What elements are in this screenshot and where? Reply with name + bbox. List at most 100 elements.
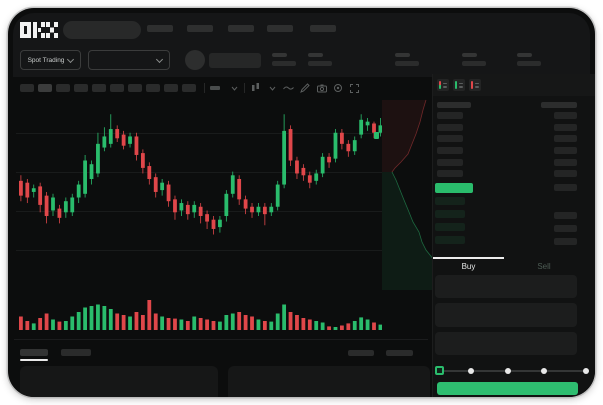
chevron-down-icon[interactable] [266,82,278,94]
percent-stop-dot[interactable] [468,368,474,374]
candle [352,140,357,152]
line-type-icon[interactable] [282,82,294,94]
ask-price-placeholder[interactable] [437,124,463,131]
ask-price-placeholder[interactable] [437,170,463,177]
percent-slider-track[interactable] [439,370,589,372]
volume-bar [333,327,338,330]
volume-bar [224,315,229,330]
chart-gridline [16,133,382,134]
search-input[interactable] [63,21,141,39]
ask-price-placeholder[interactable] [437,159,463,166]
submit-buy-button[interactable] [437,382,578,395]
volume-bar [38,318,43,330]
candle [288,129,293,161]
volume-bar [70,316,75,330]
candle-style-icon[interactable] [249,82,261,94]
ask-price-placeholder[interactable] [437,135,463,142]
percent-stop-dot[interactable] [541,368,547,374]
timeframe-button[interactable] [128,84,142,92]
candle [44,195,49,216]
bid-price-placeholder[interactable] [435,210,465,218]
candle [173,199,177,213]
volume-bar [372,322,376,330]
candle [63,201,68,213]
nav-item-placeholder[interactable] [310,25,336,32]
volume-bar [243,315,248,330]
candle [333,132,338,159]
nav-item-placeholder[interactable] [267,25,293,32]
candle [275,184,280,207]
candle [224,193,229,216]
volume-bar [140,315,145,330]
tab-buy[interactable]: Buy [433,260,504,272]
market-type-dropdown[interactable]: Spot Trading [20,50,81,70]
timeframe-button[interactable] [146,84,160,92]
timeframe-button[interactable] [38,84,52,92]
timeframe-button[interactable] [110,84,124,92]
candle [205,214,209,222]
indicator-label-icon[interactable] [209,82,221,94]
candle [185,204,190,215]
ask-price-placeholder[interactable] [437,112,463,119]
tab-sell[interactable]: Sell [504,260,584,272]
nav-item-placeholder[interactable] [147,25,173,32]
amount-input[interactable] [435,303,577,327]
candle [269,206,274,213]
timeframe-button[interactable] [74,84,88,92]
active-tab-indicator [20,359,48,361]
volume-bar [327,326,331,330]
settings-gear-icon[interactable] [332,82,344,94]
book-both-icon[interactable] [437,79,449,91]
nav-item-placeholder[interactable] [228,25,254,32]
volume-bar [76,312,81,330]
nav-item-placeholder[interactable] [187,25,213,32]
total-input[interactable] [435,332,577,355]
candle [31,188,36,192]
last-price-highlight[interactable] [435,183,473,193]
percent-slider-handle[interactable] [435,366,444,375]
camera-icon[interactable] [316,82,328,94]
percent-stop-dot[interactable] [583,368,589,374]
timeframe-button[interactable] [182,84,196,92]
bid-price-placeholder[interactable] [435,197,465,205]
fullscreen-icon[interactable] [348,82,360,94]
book-asks-icon[interactable] [469,79,481,91]
candle [108,129,113,144]
candle [115,129,120,139]
price-input[interactable] [435,275,577,298]
candle [320,156,325,174]
stat-label-placeholder [272,53,287,57]
candle [198,206,203,216]
candle [166,184,171,202]
bottom-action-placeholder[interactable] [348,350,374,356]
candle [378,125,382,133]
candle [327,156,331,163]
bid-price-placeholder[interactable] [435,236,465,244]
candlestick-chart[interactable] [16,105,382,290]
timeframe-button[interactable] [92,84,106,92]
bottom-divider [14,339,428,340]
timeframe-button[interactable] [164,84,178,92]
percent-stop-dot[interactable] [505,368,511,374]
volume-bar [365,319,370,330]
chevron-down-icon[interactable] [228,82,240,94]
candle [96,143,100,174]
draw-tool-icon[interactable] [299,82,311,94]
volume-bar [19,316,23,330]
bottom-tab[interactable] [61,349,91,356]
bottom-tab-active[interactable] [20,349,48,356]
bid-price-placeholder[interactable] [435,223,465,231]
pair-selector-dropdown[interactable] [88,50,170,70]
depth-gauge [382,99,434,290]
bottom-action-placeholder[interactable] [386,350,413,356]
timeframe-button[interactable] [20,84,34,92]
ask-amount-placeholder [554,159,577,166]
volume-bar [295,315,299,330]
timeframe-button[interactable] [56,84,70,92]
candle [147,166,152,179]
candle [282,130,287,185]
candle [102,136,107,148]
ask-price-placeholder[interactable] [437,147,463,154]
volume-bar [262,321,267,330]
book-bids-icon[interactable] [453,79,465,91]
